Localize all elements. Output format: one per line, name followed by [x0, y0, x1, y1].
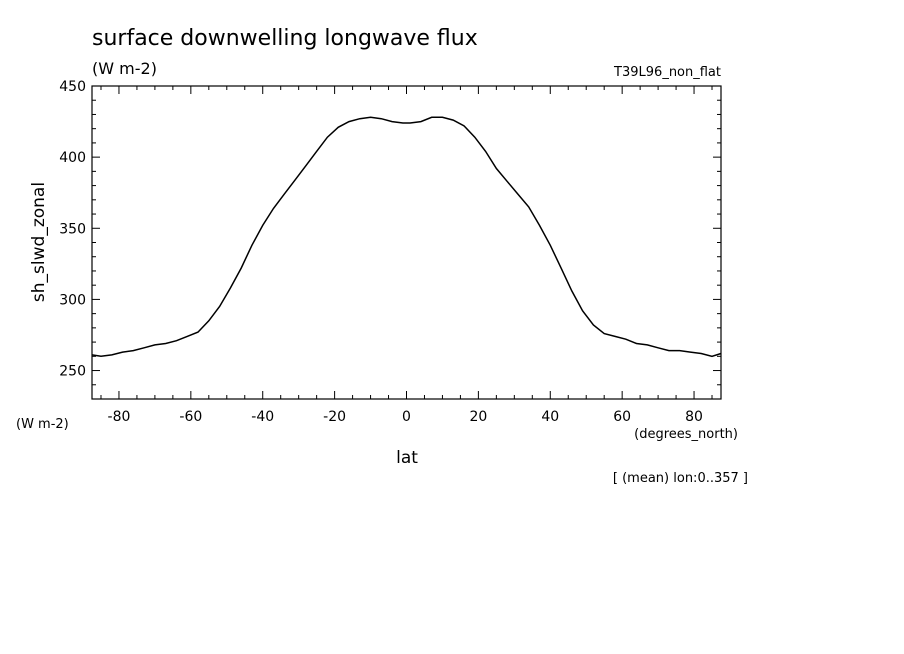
- title-units: (W m-2): [92, 59, 157, 78]
- y-tick-label: 450: [59, 79, 86, 95]
- y-tick-label: 250: [59, 364, 86, 380]
- y-axis: 250 300 350 400 450: [59, 79, 721, 386]
- x-tick-label: 0: [402, 409, 411, 425]
- chart-title: surface downwelling longwave flux: [92, 26, 478, 51]
- y-axis-title: sh_slwd_zonal: [29, 182, 49, 302]
- y-tick-label: 300: [59, 292, 86, 308]
- series-line: [91, 116, 722, 358]
- x-tick-label: -20: [323, 409, 346, 425]
- x-axis-title: lat: [396, 448, 418, 468]
- run-label: T39L96_non_flat: [613, 65, 721, 80]
- annotation: [ (mean) lon:0..357 ]: [613, 471, 748, 486]
- y-tick-label: 400: [59, 150, 86, 166]
- x-tick-label: 60: [613, 409, 631, 425]
- y-axis-units: (W m-2): [16, 417, 69, 432]
- x-tick-label: 40: [541, 409, 559, 425]
- y-tick-label: 350: [59, 221, 86, 237]
- x-tick-label: -60: [179, 409, 202, 425]
- x-axis: -80 -60 -40 -20 0 20 40 60 80: [100, 86, 713, 425]
- x-tick-label: 20: [469, 409, 487, 425]
- x-tick-label: -40: [251, 409, 274, 425]
- x-tick-label: 80: [685, 409, 703, 425]
- plot-frame: [91, 85, 722, 400]
- x-tick-label: -80: [108, 409, 131, 425]
- x-axis-units: (degrees_north): [634, 427, 738, 442]
